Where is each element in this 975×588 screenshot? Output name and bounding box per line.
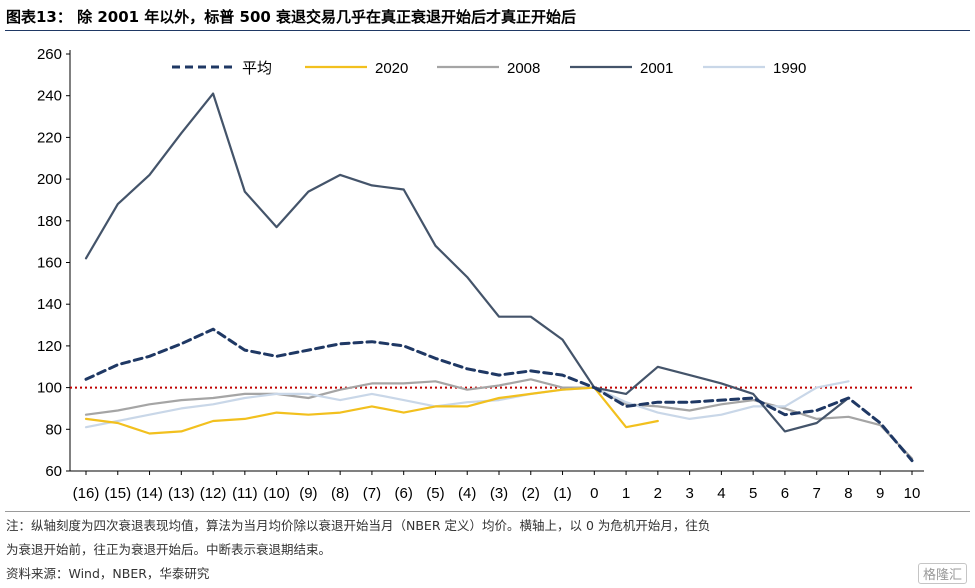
x-tick-label: (13) [168,485,195,502]
x-tick-label: 4 [717,485,725,502]
series-line-2020 [84,386,659,435]
x-tick-label: (8) [331,485,349,502]
x-tick-label: 2 [654,485,662,502]
x-tick-label: 8 [844,485,852,502]
series-line-2001 [84,92,850,433]
x-tick-label: 5 [749,485,757,502]
x-tick-label: (10) [263,485,290,502]
legend-label: 1990 [773,60,806,77]
y-tick-label: 80 [45,421,62,438]
y-tick-label: 260 [37,46,62,63]
legend-label: 2008 [507,60,540,77]
y-tick-label: 160 [37,255,62,272]
y-tick-label: 140 [37,296,62,313]
series-line-2008 [84,378,914,460]
legend-label: 2001 [640,60,673,77]
y-tick-label: 180 [37,213,62,230]
source-text: 资料来源：Wind，NBER，华泰研究 [6,566,210,581]
y-tick-label: 240 [37,88,62,105]
x-tick-label: (1) [553,485,571,502]
legend: 平均 2020 2008 2001 1990 [172,60,806,77]
x-tick-label: 0 [590,485,598,502]
series-layer [84,92,914,463]
legend-label: 2020 [375,60,408,77]
x-tick-label: (12) [200,485,227,502]
y-tick-label: 100 [37,380,62,397]
footnote-line-2: 为衰退开始前，往正为衰退开始后。中断表示衰退期结束。 [6,542,332,557]
x-tick-label: 3 [685,485,693,502]
x-tick-label: 9 [876,485,884,502]
x-tick-label: (6) [395,485,413,502]
x-tick-label: (4) [458,485,476,502]
legend-label: 平均 [242,60,272,77]
y-tick-label: 60 [45,463,62,480]
title-divider [5,30,970,31]
y-tick-label: 220 [37,129,62,146]
x-tick-label: (16) [73,485,100,502]
chart-title: 图表13： 除 2001 年以外，标普 500 衰退交易几乎在真正衰退开始后才真… [6,8,577,26]
footer-divider [5,511,970,512]
x-tick-label: (15) [104,485,131,502]
series-line-average [84,327,914,463]
x-tick-label: 6 [781,485,789,502]
x-tick-label: (7) [363,485,381,502]
x-tick-label: 10 [904,485,921,502]
x-tick-label: (14) [136,485,163,502]
series-line-1990 [84,380,850,429]
y-tick-label: 120 [37,338,62,355]
y-tick-label: 200 [37,171,62,188]
footnote-line-1: 注：纵轴刻度为四次衰退表现均值，算法为当月均价除以衰退开始当月（NBER 定义）… [6,518,711,533]
x-tick-label: (5) [426,485,444,502]
x-tick-label: (3) [490,485,508,502]
x-tick-label: (2) [522,485,540,502]
x-tick-label: 1 [622,485,630,502]
x-tick-label: (9) [299,485,317,502]
watermark-logo: 格隆汇 [917,563,967,584]
x-tick-label: 7 [813,485,821,502]
x-tick-label: (11) [232,485,258,502]
